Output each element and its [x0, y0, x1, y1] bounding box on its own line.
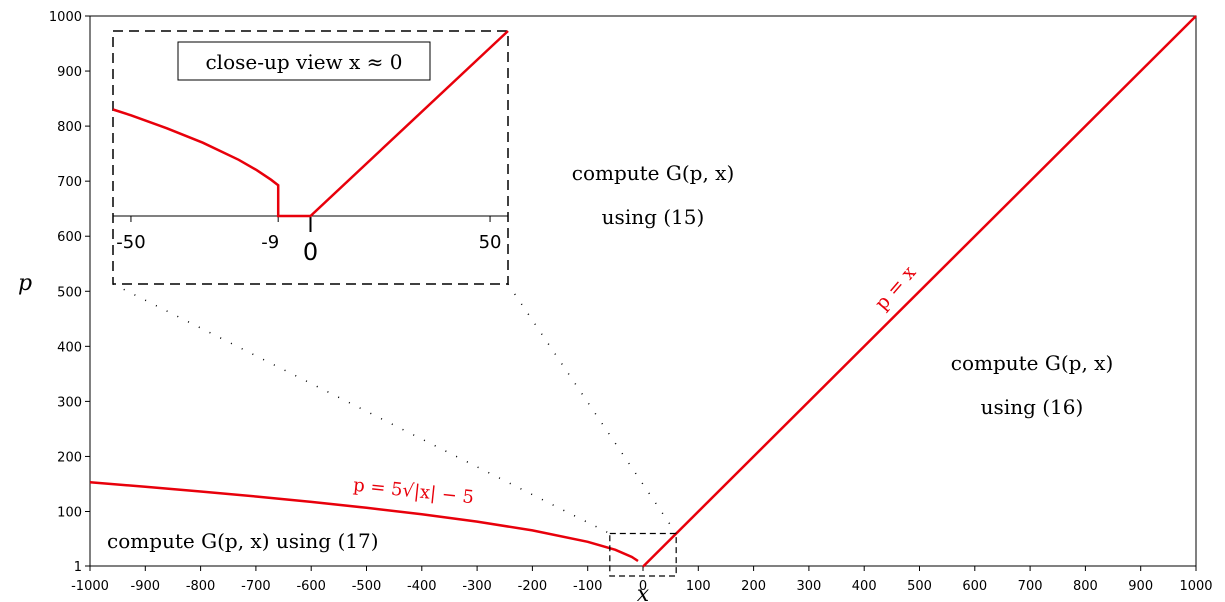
y-tick-label: 100 [57, 505, 82, 520]
x-tick-label: 0 [639, 579, 647, 594]
zoom-connector-right [507, 283, 677, 534]
inset-title: close-up view x ≈ 0 [205, 50, 402, 74]
inset-curve [112, 30, 509, 218]
region-label-15: compute G(p, x) using (15) [572, 161, 735, 229]
inset-x-tick-label: -9 [261, 232, 279, 253]
series-line-sqrt [89, 481, 639, 563]
y-tick-label: 300 [57, 395, 82, 410]
y-tick-label: 200 [57, 450, 82, 465]
inset-x-tick-label: -50 [116, 232, 145, 253]
x-tick-label: 300 [796, 579, 821, 594]
x-axis-label: x [637, 582, 650, 602]
region-label-16-line1: compute G(p, x) [951, 351, 1114, 375]
inset-title-box [177, 41, 431, 81]
x-tick-label: 800 [1073, 579, 1098, 594]
x-tick-label: 400 [852, 579, 877, 594]
y-tick-label: 1 [74, 560, 82, 575]
x-axis-ticks: -1000 -900 -800 -700 -600 -500 -400 -300 -200 -10… [71, 566, 1213, 594]
x-tick-label: -900 [131, 579, 161, 594]
x-tick-label: -600 [296, 579, 326, 594]
x-tick-label: -400 [407, 579, 437, 594]
region-label-15-line2: using (15) [602, 205, 705, 229]
x-tick-label: 200 [741, 579, 766, 594]
region-label-16-line2: using (16) [981, 395, 1084, 419]
y-tick-label: 900 [57, 65, 82, 80]
y-tick-label: 500 [57, 285, 82, 300]
x-tick-label: -700 [241, 579, 271, 594]
inset-x-ticks: -50 -9 0 50 [116, 216, 501, 266]
x-tick-label: 1000 [1179, 579, 1212, 594]
y-tick-label: 700 [57, 175, 82, 190]
region-label-16: compute G(p, x) using (16) [951, 351, 1114, 419]
y-tick-label: 1000 [49, 10, 82, 25]
x-tick-label: 700 [1018, 579, 1043, 594]
x-tick-label: -200 [518, 579, 548, 594]
x-tick-label: -1000 [71, 579, 109, 594]
curve-label-p-equals-x: p = x [871, 261, 921, 314]
y-axis-label: p [18, 271, 32, 296]
x-tick-label: -800 [186, 579, 216, 594]
y-tick-label: 400 [57, 340, 82, 355]
x-tick-label: 600 [962, 579, 987, 594]
inset-x-tick-label: 50 [479, 232, 502, 253]
x-tick-label: 100 [686, 579, 711, 594]
y-tick-label: 600 [57, 230, 82, 245]
inset-x-tick-label: 0 [303, 238, 318, 266]
inset: -50 -9 0 50 close-up view x ≈ 0 [112, 30, 509, 285]
x-tick-label: -100 [573, 579, 603, 594]
region-label-17: compute G(p, x) using (17) [107, 529, 379, 553]
series-line-p-equals-x [642, 15, 1197, 568]
curve-label-sqrt: p = 5√|x| − 5 [352, 475, 475, 509]
x-tick-label: -500 [352, 579, 382, 594]
x-tick-label: 900 [1128, 579, 1153, 594]
x-tick-label: -300 [462, 579, 492, 594]
region-label-15-line1: compute G(p, x) [572, 161, 735, 185]
x-tick-label: 500 [907, 579, 932, 594]
y-tick-label: 800 [57, 120, 82, 135]
zoom-region-box [609, 532, 677, 577]
y-axis-ticks: 1 100 200 300 400 500 600 700 800 900 1000 [49, 10, 90, 575]
